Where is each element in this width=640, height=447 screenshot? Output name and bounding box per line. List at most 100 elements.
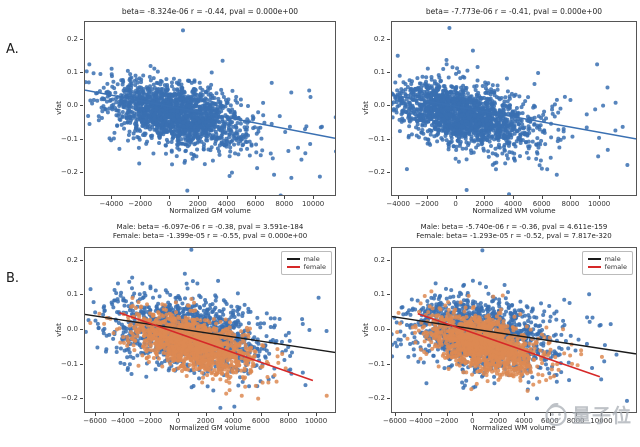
x-tick-mark — [575, 413, 577, 416]
x-tick-mark — [446, 413, 448, 416]
x-tick-label: 2000 — [475, 200, 494, 208]
y-tick-mark — [80, 72, 83, 74]
y-tick-label: −0.1 — [368, 134, 385, 143]
y-tick-mark — [387, 138, 390, 140]
y-tick-mark — [80, 363, 83, 365]
plot-panel-gm-by-sex: Male: beta= -6.097e-06 r = -0.38, pval =… — [55, 220, 350, 447]
plot-frame: male female — [84, 247, 336, 413]
x-tick-label: 8000 — [275, 200, 294, 208]
x-tick-mark — [95, 413, 97, 416]
x-tick-label: −6000 — [383, 417, 407, 425]
x-tick-label: 10000 — [590, 417, 613, 425]
y-tick-mark — [80, 259, 83, 261]
x-tick-mark — [226, 196, 228, 199]
x-tick-label: 6000 — [246, 200, 265, 208]
plot-title-male: Male: beta= -6.097e-06 r = -0.38, pval =… — [116, 223, 304, 231]
legend-item-female: female — [587, 263, 627, 271]
x-tick-label: 8000 — [279, 417, 298, 425]
x-tick-label: 4000 — [224, 417, 243, 425]
y-tick-label: 0.2 — [66, 255, 78, 264]
y-tick-label: −0.1 — [61, 134, 78, 143]
x-tick-label: −4000 — [110, 417, 135, 425]
x-tick-label: −6000 — [83, 417, 107, 425]
legend-line-swatch — [587, 258, 601, 260]
y-tick-mark — [80, 329, 83, 330]
x-tick-mark — [140, 196, 142, 199]
x-tick-label: 2000 — [489, 417, 508, 425]
y-tick-mark — [80, 294, 83, 296]
plot-panel-wm-all: beta= -7.773e-06 r = -0.41, pval = 0.000… — [362, 2, 640, 218]
y-tick-mark — [387, 363, 390, 365]
plot-title: beta= -8.324e-06 r = -0.44, pval = 0.000… — [121, 7, 299, 16]
y-tick-mark — [80, 172, 83, 174]
legend-label: female — [303, 263, 326, 271]
x-tick-mark — [122, 413, 124, 416]
plot-title: beta= -7.773e-06 r = -0.41, pval = 0.000… — [425, 7, 603, 16]
y-tick-label: −0.2 — [61, 168, 78, 177]
y-tick-label: 0.1 — [373, 68, 385, 77]
x-tick-label: 0 — [175, 417, 181, 425]
legend-item-male: male — [587, 255, 627, 263]
x-tick-mark — [549, 413, 551, 416]
y-tick-mark — [80, 105, 83, 107]
y-tick-mark — [387, 105, 390, 107]
x-tick-label: 10000 — [587, 200, 611, 208]
legend-label: male — [604, 255, 621, 263]
x-tick-mark — [541, 196, 543, 199]
x-tick-mark — [233, 413, 235, 416]
x-axis-label: Normalized WM volume — [472, 207, 556, 215]
plot-frame: male female — [391, 247, 637, 413]
y-tick-label: 0.1 — [66, 68, 78, 77]
x-tick-mark — [316, 413, 318, 416]
x-tick-mark — [601, 413, 603, 416]
scatter-canvas — [392, 22, 636, 195]
y-tick-mark — [80, 398, 83, 400]
x-tick-label: 6000 — [540, 417, 559, 425]
x-tick-label: 4000 — [217, 200, 236, 208]
panel-label-a: A. — [6, 42, 19, 57]
y-tick-label: 0.0 — [66, 325, 78, 333]
x-tick-mark — [288, 413, 290, 416]
x-tick-mark — [284, 196, 286, 199]
x-tick-mark — [455, 196, 457, 199]
x-tick-mark — [398, 196, 400, 199]
x-tick-label: −2000 — [415, 200, 439, 208]
x-tick-mark — [523, 413, 525, 416]
x-tick-label: −2000 — [138, 417, 163, 425]
y-tick-label: −0.2 — [368, 394, 385, 403]
x-tick-mark — [420, 413, 422, 416]
y-tick-label: −0.1 — [61, 359, 78, 368]
x-axis-label: Normalized GM volume — [169, 424, 251, 432]
x-tick-label: 0 — [453, 200, 458, 208]
y-tick-mark — [387, 398, 390, 400]
x-axis-label: Normalized WM volume — [472, 424, 556, 432]
plot-title-female: Female: beta= -1.293e-05 r = -0.52, pval… — [416, 232, 612, 240]
x-tick-mark — [394, 413, 396, 416]
plot-title-male: Male: beta= -5.740e-06 r = -0.36, pval =… — [420, 223, 608, 231]
x-tick-label: 6000 — [251, 417, 270, 425]
x-tick-label: 8000 — [561, 200, 580, 208]
plot-legend: male female — [581, 251, 633, 275]
plot-panel-wm-by-sex: Male: beta= -5.740e-06 r = -0.36, pval =… — [362, 220, 640, 447]
y-tick-mark — [387, 259, 390, 261]
y-tick-label: 0.2 — [373, 34, 385, 43]
legend-line-swatch — [286, 266, 300, 268]
x-tick-label: 10000 — [301, 200, 325, 208]
legend-line-swatch — [587, 266, 601, 268]
x-tick-mark — [260, 413, 262, 416]
plot-legend: male female — [280, 251, 332, 275]
y-tick-mark — [80, 138, 83, 140]
y-tick-label: 0.2 — [66, 34, 78, 43]
legend-label: male — [303, 255, 320, 263]
y-tick-label: −0.1 — [368, 359, 385, 368]
x-tick-label: 10000 — [304, 417, 328, 425]
plot-panel-gm-all: beta= -8.324e-06 r = -0.44, pval = 0.000… — [55, 2, 350, 218]
x-tick-label: −4000 — [386, 200, 411, 208]
x-tick-label: 2000 — [196, 417, 215, 425]
x-tick-label: 4000 — [504, 200, 522, 208]
plot-frame — [84, 21, 336, 196]
x-tick-mark — [599, 196, 601, 199]
y-tick-label: 0.1 — [373, 290, 385, 299]
x-tick-mark — [426, 196, 428, 199]
y-tick-mark — [387, 72, 390, 74]
